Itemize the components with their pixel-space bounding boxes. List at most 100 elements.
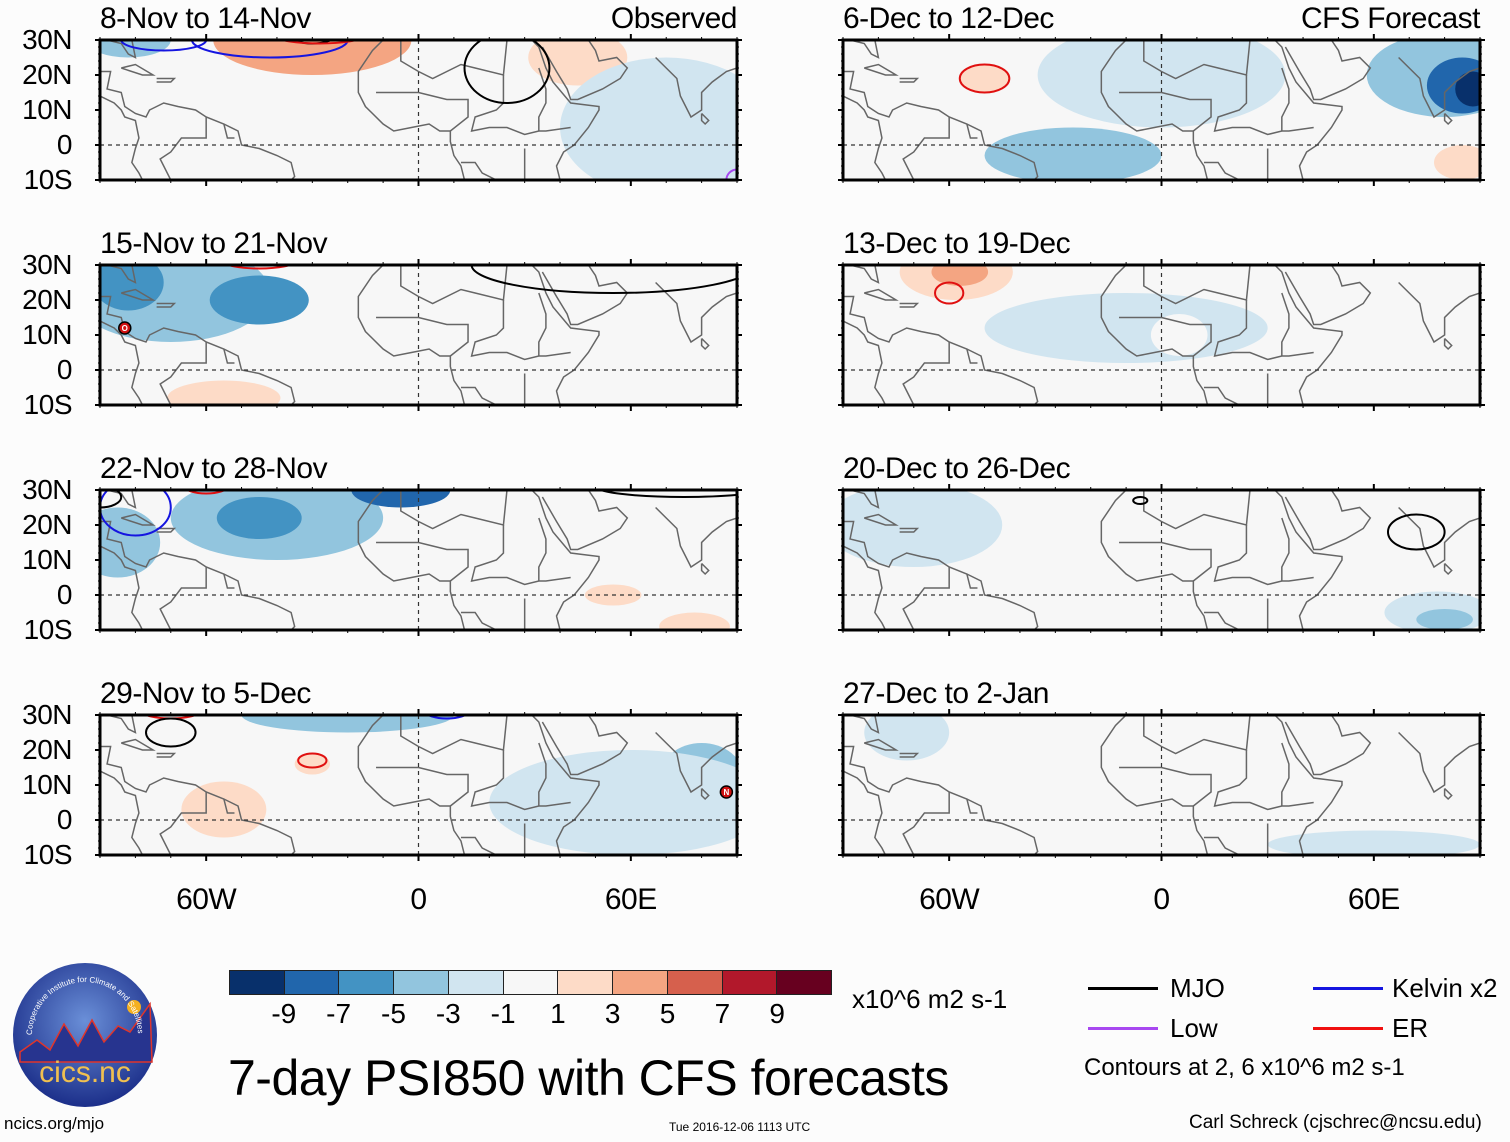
y-tick-label: 10S	[23, 614, 73, 645]
y-tick-label: 10N	[22, 544, 72, 575]
coastline	[902, 342, 950, 405]
map-panel	[95, 34, 742, 186]
x-tick-label: 0	[1153, 883, 1170, 916]
coastline	[1143, 40, 1251, 80]
coastline	[1284, 490, 1372, 551]
positive-anomaly-region	[1296, 352, 1452, 405]
coastline	[1143, 265, 1251, 305]
tropical-cyclone-icon	[118, 321, 132, 335]
coastline	[376, 316, 469, 357]
coastline	[966, 123, 978, 139]
coastline	[1443, 787, 1453, 801]
negative-anomaly-region	[984, 293, 1268, 363]
y-tick-label: 30N	[22, 699, 72, 730]
coastline	[376, 541, 469, 582]
wave-contour	[191, 40, 349, 59]
coastline	[1443, 562, 1453, 576]
coastline	[1213, 300, 1314, 361]
y-tick-label: 30N	[22, 249, 72, 280]
panel-title: 22-Nov to 28-Nov	[100, 452, 328, 485]
coastline	[223, 573, 235, 589]
wave-contour	[463, 40, 551, 104]
footer-timestamp: Tue 2016-12-06 1113 UTC	[669, 1120, 811, 1134]
positive-anomaly-region	[167, 380, 281, 405]
coastline	[100, 520, 296, 630]
negative-anomaly-region	[216, 497, 302, 539]
coastline	[120, 738, 156, 751]
y-tick-label: 10N	[22, 94, 72, 125]
negative-anomaly-region	[1455, 71, 1480, 107]
coastline	[843, 490, 886, 509]
coastline	[843, 265, 886, 284]
coastline	[470, 75, 571, 136]
negative-anomaly-region	[1416, 609, 1473, 630]
legend-line-low	[1088, 1027, 1158, 1030]
coastline	[843, 320, 887, 405]
positive-anomaly-region	[843, 612, 879, 630]
positive-anomaly-region	[294, 753, 331, 775]
y-tick-label: 0	[56, 579, 73, 610]
colorbar-swatch	[722, 971, 778, 994]
coastline	[1203, 161, 1240, 180]
legend-line-kelvin	[1313, 987, 1383, 990]
wave-contour	[1386, 513, 1446, 551]
colorbar-swatch	[339, 971, 395, 994]
coastline	[538, 517, 547, 581]
coastline	[400, 40, 508, 80]
coastline	[1274, 265, 1343, 405]
coastline	[1281, 742, 1290, 806]
legend-line-er	[1313, 1027, 1383, 1030]
coastline	[843, 95, 887, 180]
footer-url[interactable]: ncics.org/mjo	[4, 1114, 105, 1133]
coastline	[223, 123, 235, 139]
coastline	[700, 562, 710, 576]
coastline	[655, 281, 737, 344]
coastline	[863, 738, 899, 751]
colorbar-swatch	[558, 971, 614, 994]
tropical-cyclone-icon	[719, 785, 734, 799]
coastline	[1100, 40, 1209, 180]
coastline	[120, 513, 156, 526]
y-tick-label: 0	[56, 804, 73, 835]
panel-title: 15-Nov to 21-Nov	[100, 227, 328, 260]
coastline	[156, 302, 177, 308]
wave-contour	[958, 63, 1011, 94]
y-tick-label: 30N	[22, 24, 72, 55]
coastline	[357, 715, 466, 855]
map-panel	[838, 259, 1485, 411]
coastline	[843, 715, 886, 734]
y-tick-label: 0	[56, 354, 73, 385]
coastline	[1398, 281, 1480, 344]
colorbar-swatch	[448, 971, 504, 994]
legend-label-low: Low	[1170, 1013, 1218, 1043]
y-tick-label: 10S	[23, 164, 73, 195]
coastline	[223, 798, 235, 814]
colorbar-tick-label: 3	[604, 998, 621, 1029]
x-tick-label: 60W	[919, 883, 980, 916]
coastline	[1284, 40, 1372, 101]
coastline	[100, 40, 143, 59]
coastline	[1398, 56, 1480, 119]
coastline	[470, 525, 571, 586]
coastline	[1119, 766, 1212, 807]
coastline	[902, 117, 950, 180]
coastline	[899, 77, 920, 83]
positive-anomaly-region	[1434, 145, 1480, 180]
coastline	[541, 490, 629, 551]
wave-contour	[100, 490, 172, 537]
coastline	[120, 63, 156, 76]
colorbar-swatch	[777, 971, 832, 994]
positive-anomaly-region	[959, 64, 1010, 93]
coastline	[531, 490, 600, 630]
coastline	[100, 490, 143, 509]
y-tick-label: 20N	[22, 734, 72, 765]
coastline	[100, 745, 296, 855]
wave-contour	[145, 717, 197, 748]
observed-label: Observed	[610, 2, 738, 35]
coastline	[357, 490, 466, 630]
coastline	[1119, 316, 1212, 357]
coastline	[400, 490, 508, 530]
coastline	[1443, 112, 1453, 126]
coastline	[1274, 40, 1343, 180]
units-label: x10^6 m2 s-1	[852, 984, 1008, 1014]
